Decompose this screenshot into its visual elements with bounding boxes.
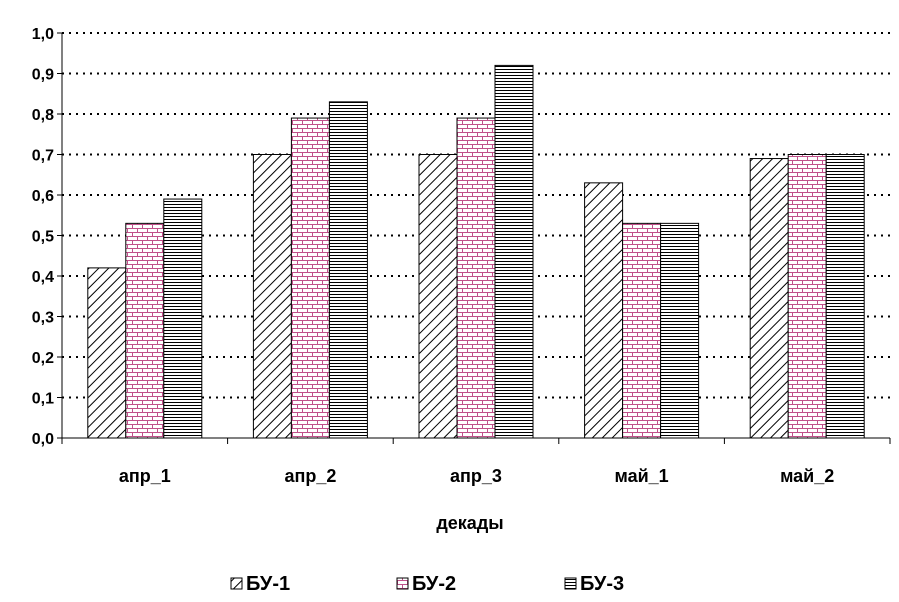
legend-item-2: БУ-2 (396, 573, 456, 595)
bar-3-апр_1 (163, 198, 203, 439)
x-tick-label: апр_2 (284, 466, 336, 486)
legend-item-1: БУ-1 (230, 573, 290, 595)
y-tick-label: 0,2 (32, 350, 54, 367)
bar-1-апр_3 (418, 154, 458, 439)
y-tick-label: 0,3 (32, 310, 54, 327)
bar-2-май_1 (622, 222, 662, 439)
bar-3-май_2 (825, 154, 865, 439)
x-tick-label: май_2 (780, 466, 834, 486)
legend-label: БУ-1 (246, 573, 290, 595)
legend-label: БУ-2 (412, 573, 456, 595)
axes (57, 32, 891, 444)
bar-3-апр_2 (328, 101, 368, 439)
y-tick-label: 0,9 (32, 67, 54, 84)
y-tick-label: 0,6 (32, 188, 54, 205)
legend-item-3: БУ-3 (564, 573, 624, 595)
x-axis-title: декады (436, 513, 503, 533)
y-tick-label: 0,8 (32, 107, 54, 124)
legend-label: БУ-3 (580, 573, 624, 595)
bar-1-май_1 (584, 182, 624, 439)
y-tick-label: 0,5 (32, 229, 54, 246)
bar-1-апр_2 (252, 154, 292, 439)
y-tick-label: 1,0 (32, 26, 54, 43)
bar-3-май_1 (660, 222, 700, 439)
bar-2-апр_2 (290, 117, 330, 439)
bar-2-май_2 (787, 154, 827, 439)
x-tick-label: апр_1 (119, 466, 171, 486)
bars (87, 64, 865, 439)
legend-swatch (564, 577, 577, 590)
x-tick-label: апр_3 (450, 466, 502, 486)
y-tick-label: 0,0 (32, 431, 54, 448)
legend-swatch (396, 577, 409, 590)
bar-2-апр_3 (456, 117, 496, 439)
y-tick-label: 0,4 (32, 269, 54, 286)
bar-1-май_2 (749, 158, 789, 439)
y-tick-label: 0,7 (32, 148, 54, 165)
legend-swatch (230, 577, 243, 590)
tick-labels: 0,0 0,1 0,2 0,3 0,4 0,5 0,6 0,7 0,8 0,9 1,0 апр_1 ап… (32, 26, 835, 486)
bar-2-апр_1 (125, 222, 165, 439)
y-tick-label: 0,1 (32, 391, 54, 408)
bar-3-апр_3 (494, 64, 534, 439)
bar-1-апр_1 (87, 267, 127, 439)
x-tick-label: май_1 (615, 466, 669, 486)
legend: БУ-1 БУ-2 БУ-3 (230, 573, 624, 595)
